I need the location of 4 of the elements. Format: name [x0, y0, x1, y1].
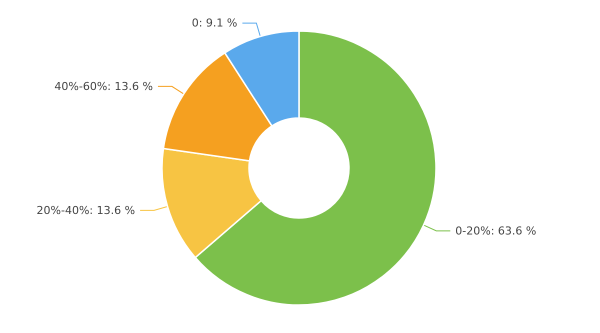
slice-label: 40%-60%: 13.6 % — [54, 80, 153, 93]
slice-label: 0-20%: 63.6 % — [455, 224, 536, 238]
slice-label: 0: 9.1 % — [192, 16, 238, 30]
slice-label: 20%-40%: 13.6 % — [36, 204, 136, 217]
